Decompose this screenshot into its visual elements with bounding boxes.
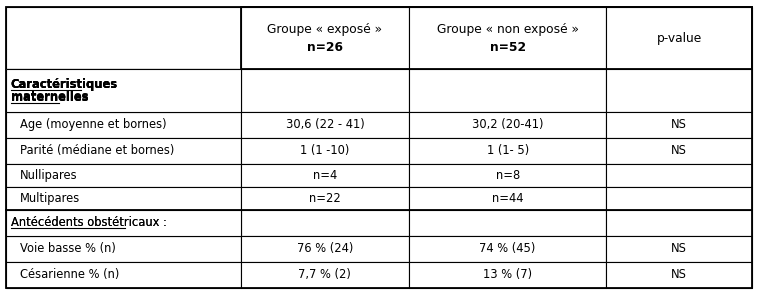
Bar: [606, 187, 752, 210]
Bar: [606, 138, 752, 164]
Bar: [6, 210, 241, 236]
Bar: [6, 69, 241, 112]
Bar: [6, 112, 241, 138]
Text: Parité (médiane et bornes): Parité (médiane et bornes): [20, 145, 174, 158]
Text: Age (moyenne et bornes): Age (moyenne et bornes): [20, 119, 166, 132]
Text: 13 % (7): 13 % (7): [483, 268, 532, 281]
Text: n=26: n=26: [307, 41, 343, 54]
Text: maternelles: maternelles: [11, 91, 88, 104]
Text: p-value: p-value: [656, 32, 702, 45]
Text: Caractéristiques: Caractéristiques: [11, 78, 117, 91]
Text: Multipares: Multipares: [20, 192, 80, 205]
Bar: [606, 112, 752, 138]
Bar: [6, 210, 241, 236]
Text: 30,6 (22 - 41): 30,6 (22 - 41): [286, 119, 365, 132]
Bar: [6, 210, 241, 236]
Bar: [241, 138, 409, 164]
Bar: [606, 164, 752, 187]
Text: 76 % (24): 76 % (24): [296, 242, 353, 255]
Bar: [409, 138, 606, 164]
Text: Caractéristiques: Caractéristiques: [11, 78, 117, 91]
Text: 7,7 % (2): 7,7 % (2): [299, 268, 352, 281]
Bar: [6, 187, 241, 210]
Bar: [606, 236, 752, 262]
Text: n=44: n=44: [492, 192, 524, 205]
Text: NS: NS: [672, 145, 688, 158]
Text: Antécédents obstétricaux :: Antécédents obstétricaux :: [11, 216, 167, 229]
Text: NS: NS: [672, 242, 688, 255]
Bar: [6, 262, 241, 288]
Bar: [241, 7, 752, 69]
Bar: [409, 112, 606, 138]
Text: 30,2 (20-41): 30,2 (20-41): [472, 119, 543, 132]
Text: n=52: n=52: [490, 41, 526, 54]
Text: Antécédents obstétricaux :: Antécédents obstétricaux :: [11, 216, 167, 229]
Text: maternelles: maternelles: [11, 91, 88, 104]
Text: Caractéristiques: Caractéristiques: [11, 78, 117, 91]
Bar: [241, 236, 409, 262]
Bar: [409, 164, 606, 187]
Bar: [606, 262, 752, 288]
Bar: [409, 7, 606, 69]
Bar: [6, 164, 241, 187]
Bar: [241, 187, 409, 210]
Text: 1 (1 -10): 1 (1 -10): [300, 145, 349, 158]
Bar: [606, 69, 752, 112]
Text: 1 (1- 5): 1 (1- 5): [487, 145, 529, 158]
Bar: [241, 164, 409, 187]
Bar: [6, 138, 241, 164]
Bar: [241, 210, 409, 236]
Text: NS: NS: [672, 119, 688, 132]
Text: Voie basse % (n): Voie basse % (n): [20, 242, 115, 255]
Text: n=8: n=8: [496, 169, 520, 182]
Bar: [606, 210, 752, 236]
Text: Groupe « non exposé »: Groupe « non exposé »: [437, 22, 578, 35]
Bar: [409, 262, 606, 288]
Bar: [241, 262, 409, 288]
Bar: [241, 69, 409, 112]
Bar: [6, 69, 241, 112]
Text: Nullipares: Nullipares: [20, 169, 77, 182]
Bar: [409, 69, 606, 112]
Text: maternelles: maternelles: [11, 91, 88, 104]
Text: Césarienne % (n): Césarienne % (n): [20, 268, 119, 281]
Text: n=4: n=4: [313, 169, 337, 182]
Bar: [409, 210, 606, 236]
Bar: [241, 7, 409, 69]
Bar: [241, 112, 409, 138]
Bar: [409, 187, 606, 210]
Bar: [409, 236, 606, 262]
Bar: [6, 7, 241, 69]
Text: Groupe « exposé »: Groupe « exposé »: [268, 22, 383, 35]
Bar: [606, 7, 752, 69]
Text: 74 % (45): 74 % (45): [480, 242, 536, 255]
Text: n=22: n=22: [309, 192, 341, 205]
Text: NS: NS: [672, 268, 688, 281]
Bar: [6, 69, 241, 112]
Bar: [6, 236, 241, 262]
